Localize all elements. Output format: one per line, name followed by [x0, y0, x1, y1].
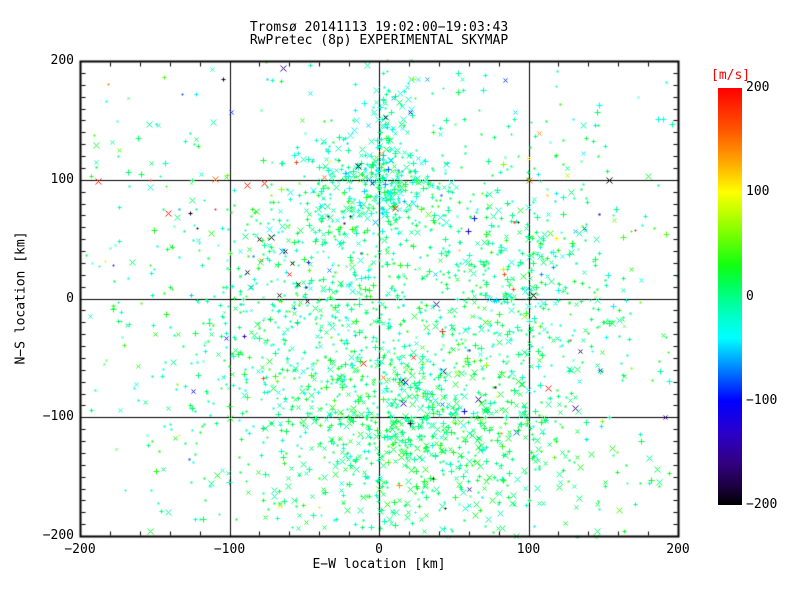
y-tick-label: 200: [50, 53, 74, 68]
y-tick-label: 0: [66, 290, 74, 306]
x-tick-label: −100: [213, 542, 246, 557]
colorbar-unit-label: [m/s]: [711, 68, 751, 83]
colorbar-tick-label: −200: [746, 497, 778, 512]
x-tick-label: 100: [516, 542, 541, 557]
x-tick-label: −200: [64, 542, 96, 557]
plot-title: Tromsø 20141113 19:02:00−19:03:43: [249, 20, 509, 35]
plot-subtitle: RwPretec (8p) EXPERIMENTAL SKYMAP: [249, 33, 509, 48]
colorbar-tick-label: 200: [746, 80, 770, 95]
colorbar-gradient: [718, 88, 742, 505]
colorbar-tick-label: 0: [746, 288, 754, 304]
colorbar-tick-label: 100: [746, 184, 770, 200]
y-axis-title: N−S location [km]: [13, 231, 29, 365]
y-tick-label: −200: [42, 528, 74, 543]
y-tick-label: −100: [42, 409, 74, 425]
colorbar-tick-label: −100: [746, 392, 778, 408]
x-axis-title: E−W location [km]: [312, 557, 446, 572]
colorbar: [m/s] 200 100 0 −100 −200: [711, 68, 777, 512]
title-block: Tromsø 20141113 19:02:00−19:03:43 RwPret…: [80, 21, 678, 47]
x-tick-label: 0: [375, 542, 383, 557]
x-tick-label: 200: [666, 542, 690, 557]
y-tick-label: 100: [50, 171, 74, 187]
